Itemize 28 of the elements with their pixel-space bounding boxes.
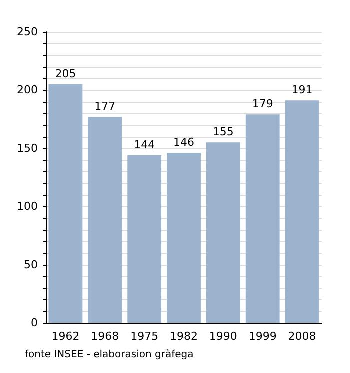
y-tick-label: 250 xyxy=(17,26,38,38)
x-tick-label: 1990 xyxy=(209,330,238,343)
data-label: 191 xyxy=(292,84,313,97)
bar xyxy=(48,84,83,323)
y-tick-label: 100 xyxy=(17,200,38,214)
x-tick-label: 1968 xyxy=(91,330,120,343)
source-note: fonte INSEE - elaborasion gràfega xyxy=(25,350,194,360)
x-tick-label: 2008 xyxy=(288,330,316,343)
y-tick-label: 200 xyxy=(17,84,38,97)
bar xyxy=(285,100,320,323)
bar xyxy=(128,155,162,323)
data-label: 155 xyxy=(212,126,234,139)
data-label: 177 xyxy=(94,100,116,113)
x-tick-label: 1962 xyxy=(52,330,80,343)
data-label: 179 xyxy=(252,98,274,111)
bar xyxy=(206,142,240,323)
bar xyxy=(88,116,122,323)
y-tick-label: 150 xyxy=(17,142,38,155)
x-tick-label: 1982 xyxy=(170,330,198,343)
bar xyxy=(167,153,201,323)
data-label: 146 xyxy=(174,136,194,150)
data-label: 205 xyxy=(55,67,76,80)
bar xyxy=(246,114,280,323)
x-tick-label: 1975 xyxy=(130,330,159,343)
y-tick-label: 50 xyxy=(24,258,38,272)
x-tick-label: 1999 xyxy=(248,330,277,343)
y-tick-label: 0 xyxy=(31,316,38,330)
data-label: 144 xyxy=(134,138,156,152)
